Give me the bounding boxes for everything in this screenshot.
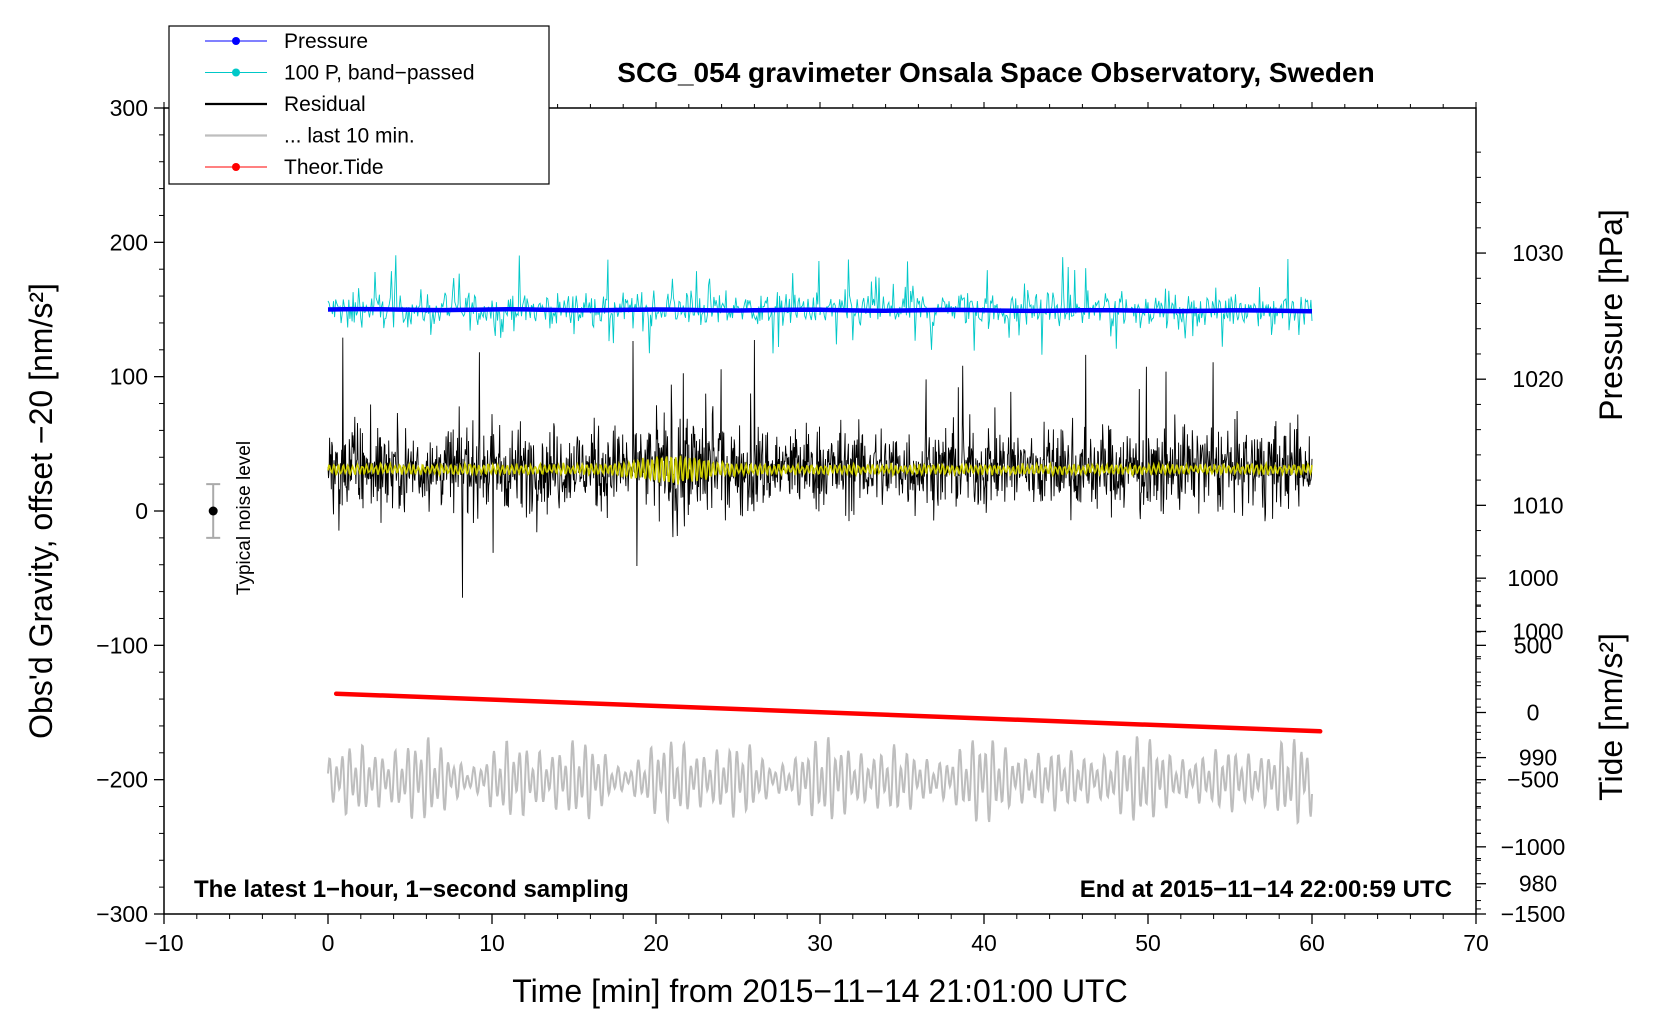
y-tick-label: −200 <box>96 767 148 793</box>
y-axis-label-left: Obs'd Gravity, offset −20 [nm/s²] <box>23 283 59 739</box>
legend-label: Theor.Tide <box>284 156 384 179</box>
series-line-bandpassed <box>327 255 1313 355</box>
y-tick-label: −100 <box>96 632 148 658</box>
series-theoretical-tide <box>333 691 1323 734</box>
legend: Pressure 100 P, band−passed Residual ... la… <box>168 25 550 185</box>
series-line-pressure <box>327 306 1313 314</box>
pressure-tick-label: 990 <box>1519 745 1557 771</box>
annotation-end-time: End at 2015−11−14 22:00:59 UTC <box>1080 876 1452 903</box>
y-tick-label: −300 <box>96 901 148 927</box>
x-axis-label: Time [min] from 2015−11−14 21:01:00 UTC <box>512 973 1127 1009</box>
series-residual <box>327 337 1313 598</box>
x-tick-label: 70 <box>1463 930 1489 956</box>
legend-marker <box>232 163 240 171</box>
tide-tick-label: 0 <box>1527 700 1540 726</box>
noise-marker: Typical noise level <box>206 441 255 595</box>
x-tick-label: 30 <box>807 930 833 956</box>
series-line-residual <box>327 337 1313 598</box>
pressure-tick-label: 1010 <box>1512 492 1563 518</box>
series-last-10-min <box>327 736 1313 826</box>
legend-marker <box>232 68 240 77</box>
chart-title: SCG_054 gravimeter Onsala Space Observat… <box>617 57 1374 88</box>
annotation-sampling: The latest 1−hour, 1−second sampling <box>194 876 629 903</box>
tide-tick-label: 1000 <box>1507 565 1558 591</box>
series-line-last-10-min <box>327 736 1313 826</box>
y-axis-left: 300 200 100 0 −100 −200 −300 <box>96 95 164 927</box>
x-tick-label: 0 <box>322 930 335 956</box>
series-smoothed-residual <box>327 455 1313 485</box>
y-tick-label: 300 <box>110 95 148 121</box>
series-line-smoothed-residual <box>327 455 1313 485</box>
pressure-tick-label: 980 <box>1519 871 1557 897</box>
legend-label: 100 P, band−passed <box>284 62 475 85</box>
y-tick-label: 100 <box>110 364 148 390</box>
legend-label: ... last 10 min. <box>284 125 415 148</box>
y-tick-label: 0 <box>135 498 148 524</box>
pressure-tick-label: 1020 <box>1512 366 1563 392</box>
y-axis-pressure: 1030 1020 1010 1000 990 980 <box>1476 151 1564 910</box>
legend-label: Pressure <box>284 30 368 53</box>
x-tick-label: 40 <box>971 930 997 956</box>
tide-tick-label: 500 <box>1514 632 1552 658</box>
series-bandpassed-pressure <box>327 255 1313 355</box>
legend-marker <box>232 37 240 45</box>
pressure-tick-label: 1000 <box>1512 618 1563 644</box>
x-tick-label: 10 <box>479 930 505 956</box>
legend-label: Residual <box>284 93 366 116</box>
y-axis-label-tide: Tide [nm/s²] <box>1593 633 1629 801</box>
x-tick-label: 20 <box>643 930 669 956</box>
noise-label: Typical noise level <box>234 441 255 595</box>
tide-tick-label: −1000 <box>1501 834 1566 860</box>
x-tick-label: 60 <box>1299 930 1325 956</box>
x-tick-label: −10 <box>144 930 183 956</box>
x-axis: −10 0 10 20 30 40 50 60 70 <box>144 102 1489 956</box>
tide-tick-label: −500 <box>1507 767 1559 793</box>
pressure-tick-label: 1030 <box>1512 240 1563 266</box>
series-pressure <box>327 306 1313 314</box>
y-tick-label: 200 <box>110 229 148 255</box>
series-line-theoretical-tide <box>333 691 1323 734</box>
x-tick-label: 50 <box>1135 930 1161 956</box>
tide-tick-label: −1500 <box>1501 901 1566 927</box>
noise-point <box>208 506 218 516</box>
y-axis-label-pressure: Pressure [hPa] <box>1593 209 1629 421</box>
